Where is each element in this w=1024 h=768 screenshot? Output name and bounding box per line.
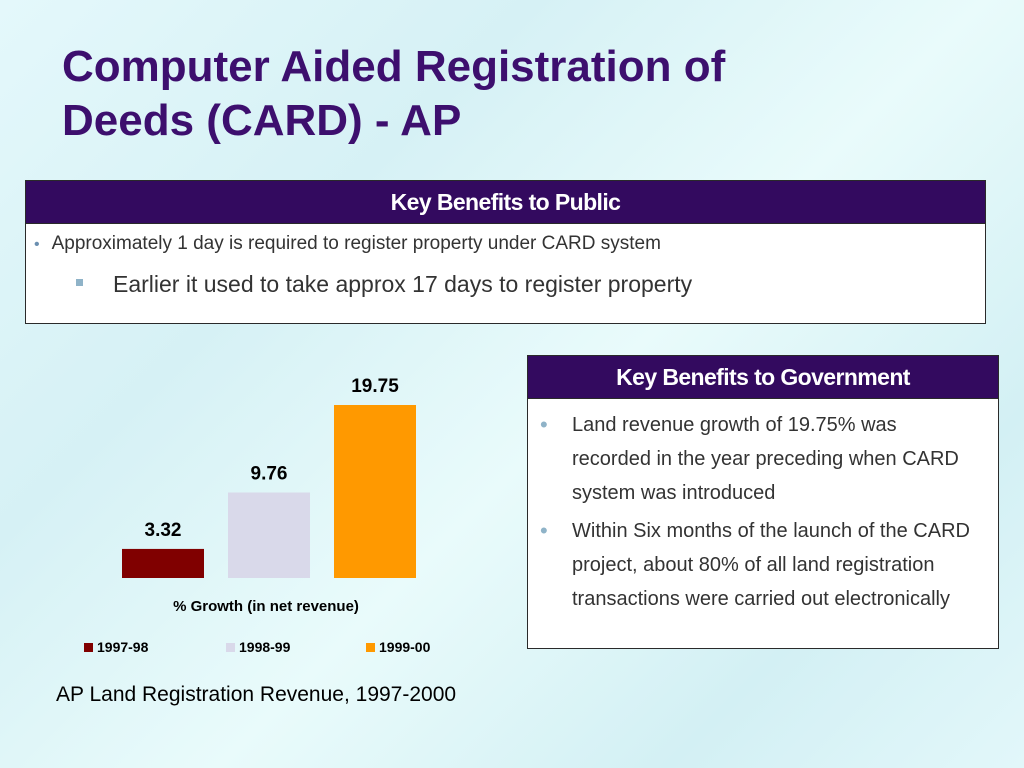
bullet-dot-icon: • bbox=[540, 412, 548, 437]
data-label: 9.76 bbox=[251, 464, 288, 485]
government-benefits-box: Key Benefits to Government • Land revenu… bbox=[527, 355, 999, 649]
government-item-text: Land revenue growth of 19.75% was record… bbox=[572, 414, 959, 504]
title-line-2: Deeds (CARD) - AP bbox=[62, 96, 462, 145]
legend-entry: 1998-99 bbox=[239, 639, 291, 655]
public-bullet-1: • Approximately 1 day is required to regi… bbox=[34, 233, 661, 255]
data-label: 19.75 bbox=[351, 376, 399, 397]
government-benefits-header: Key Benefits to Government bbox=[528, 356, 998, 399]
list-item: • Within Six months of the launch of the… bbox=[528, 514, 998, 616]
legend-swatch bbox=[84, 643, 93, 652]
public-bullet-2-text: Earlier it used to take approx 17 days t… bbox=[113, 271, 693, 297]
legend-entry: 1999-00 bbox=[379, 639, 431, 655]
chart-caption: AP Land Registration Revenue, 1997-2000 bbox=[56, 683, 457, 706]
x-axis-label: % Growth (in net revenue) bbox=[173, 598, 359, 615]
government-item-text: Within Six months of the launch of the C… bbox=[572, 520, 970, 610]
public-benefits-box: Key Benefits to Public • Approximately 1 … bbox=[25, 180, 986, 324]
bar-1999-00 bbox=[334, 405, 416, 578]
public-bullet-1-text: Approximately 1 day is required to regis… bbox=[51, 233, 661, 254]
revenue-growth-chart: 3.32 9.76 19.75 % Growth (in net revenue) 19… bbox=[84, 376, 431, 655]
slide-title: Computer Aided Registration of Deeds (CA… bbox=[62, 40, 962, 148]
legend-swatch bbox=[366, 643, 375, 652]
legend-swatch bbox=[226, 643, 235, 652]
public-benefits-header: Key Benefits to Public bbox=[26, 181, 985, 224]
public-bullet-2: Earlier it used to take approx 17 days t… bbox=[76, 271, 692, 298]
bar-1998-99 bbox=[228, 492, 310, 578]
bar-1997-98 bbox=[122, 548, 204, 578]
legend-entry: 1997-98 bbox=[97, 639, 149, 655]
square-bullet-icon bbox=[76, 279, 83, 287]
title-line-1: Computer Aided Registration of bbox=[62, 42, 726, 91]
bullet-dot-icon: • bbox=[540, 518, 548, 543]
data-label: 3.32 bbox=[145, 520, 182, 541]
government-benefits-list: • Land revenue growth of 19.75% was reco… bbox=[528, 408, 998, 620]
bullet-dot-icon: • bbox=[34, 236, 40, 253]
list-item: • Land revenue growth of 19.75% was reco… bbox=[528, 408, 998, 510]
